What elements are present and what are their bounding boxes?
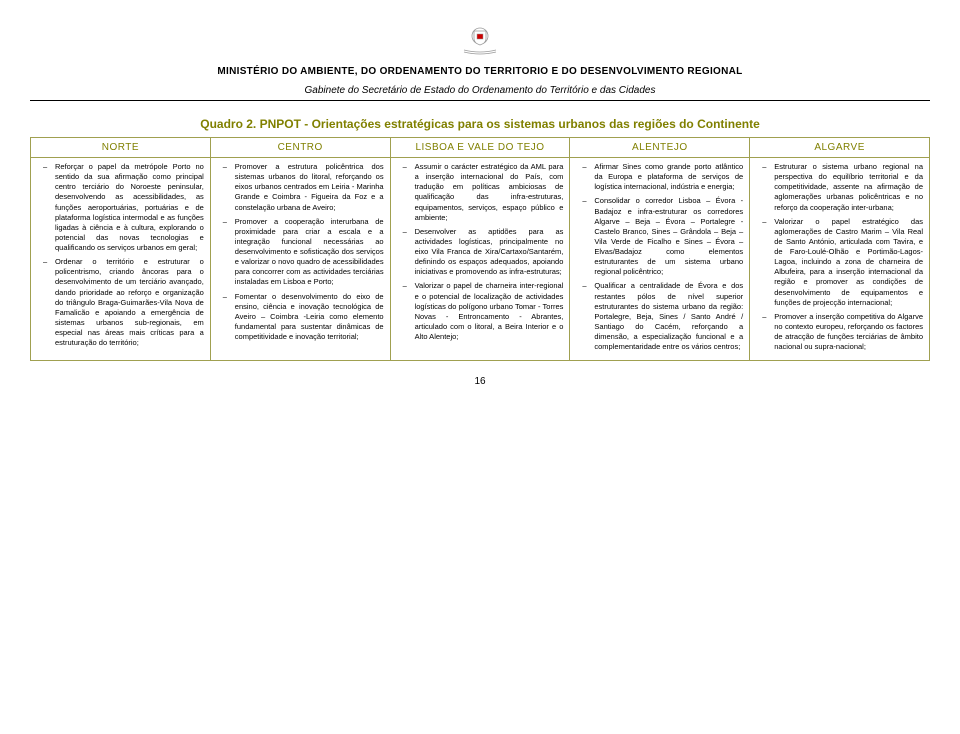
- column-header-alentejo: ALENTEJO: [570, 138, 750, 158]
- table-body-row: Reforçar o papel da metrópole Porto no s…: [31, 158, 930, 361]
- list-item: Promover a inserção competitiva do Algar…: [766, 312, 923, 353]
- list-item: Consolidar o corredor Lisboa – Évora - B…: [586, 196, 743, 277]
- column-header-algarve: ALGARVE: [750, 138, 930, 158]
- cabinet-subtitle: Gabinete do Secretário de Estado do Orde…: [30, 85, 930, 101]
- ministry-title: MINISTÉRIO DO AMBIENTE, DO ORDENAMENTO D…: [30, 66, 930, 77]
- list-item: Valorizar o papel de charneira inter-reg…: [407, 281, 564, 342]
- list-item: Promover a estrutura policêntrica dos si…: [227, 162, 384, 213]
- coat-of-arms-icon: [460, 20, 500, 61]
- cell-centro: Promover a estrutura policêntrica dos si…: [210, 158, 390, 361]
- strategic-orientations-table: NORTE CENTRO LISBOA E VALE DO TEJO ALENT…: [30, 137, 930, 361]
- page-number: 16: [30, 376, 930, 387]
- list-item: Estruturar o sistema urbano regional na …: [766, 162, 923, 213]
- list-item: Reforçar o papel da metrópole Porto no s…: [47, 162, 204, 253]
- list-item: Ordenar o território e estruturar o poli…: [47, 257, 204, 348]
- list-item: Qualificar a centralidade de Évora e dos…: [586, 281, 743, 352]
- column-header-lisboa: LISBOA E VALE DO TEJO: [390, 138, 570, 158]
- list-item: Afirmar Sines como grande porto atlântic…: [586, 162, 743, 192]
- column-header-centro: CENTRO: [210, 138, 390, 158]
- cell-alentejo: Afirmar Sines como grande porto atlântic…: [570, 158, 750, 361]
- column-header-norte: NORTE: [31, 138, 211, 158]
- list-item: Fomentar o desenvolvimento do eixo de en…: [227, 292, 384, 343]
- list-item: Assumir o carácter estratégico da AML pa…: [407, 162, 564, 223]
- list-item: Desenvolver as aptidões para as activida…: [407, 227, 564, 278]
- list-item: Valorizar o papel estratégico das aglome…: [766, 217, 923, 308]
- table-header-row: NORTE CENTRO LISBOA E VALE DO TEJO ALENT…: [31, 138, 930, 158]
- list-item: Promover a cooperação interurbana de pro…: [227, 217, 384, 288]
- table-title: Quadro 2. PNPOT - Orientações estratégic…: [30, 117, 930, 131]
- cell-lisboa: Assumir o carácter estratégico da AML pa…: [390, 158, 570, 361]
- cell-algarve: Estruturar o sistema urbano regional na …: [750, 158, 930, 361]
- cell-norte: Reforçar o papel da metrópole Porto no s…: [31, 158, 211, 361]
- document-header: MINISTÉRIO DO AMBIENTE, DO ORDENAMENTO D…: [30, 20, 930, 107]
